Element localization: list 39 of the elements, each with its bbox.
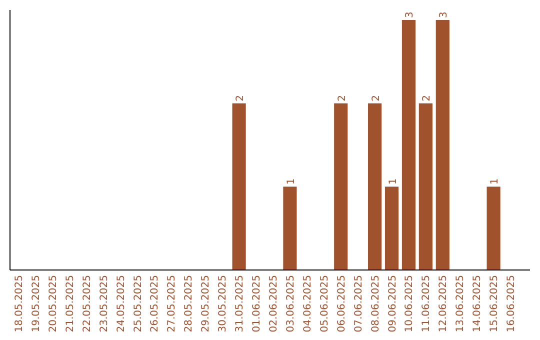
data-label: 2 bbox=[370, 94, 382, 102]
data-label: 3 bbox=[438, 12, 450, 18]
x-tick-label: 20.05.2025 bbox=[48, 275, 59, 332]
x-tick-label: 08.06.2025 bbox=[370, 275, 382, 332]
x-tick-label: 11.06.2025 bbox=[421, 275, 432, 332]
x-tick-label: 04.06.2025 bbox=[302, 275, 314, 332]
x-tick-label: 13.06.2025 bbox=[455, 275, 466, 332]
x-tick-label: 26.05.2025 bbox=[150, 275, 161, 332]
x-tick-label: 23.05.2025 bbox=[98, 275, 110, 332]
data-label: 2 bbox=[422, 94, 433, 102]
x-tick-label: 09.06.2025 bbox=[387, 275, 398, 332]
data-label: 2 bbox=[336, 94, 348, 102]
x-tick-label: 18.05.2025 bbox=[14, 275, 25, 332]
x-tick-label: 19.05.2025 bbox=[30, 275, 42, 332]
x-tick-label: 16.06.2025 bbox=[506, 275, 518, 332]
x-tick-label: 22.05.2025 bbox=[82, 275, 93, 332]
x-tick-label: 30.05.2025 bbox=[218, 275, 229, 332]
x-tick-label: 29.05.2025 bbox=[200, 275, 212, 332]
x-tick-label: 25.05.2025 bbox=[132, 275, 144, 332]
data-label: 1 bbox=[286, 178, 297, 185]
x-tick-label: 28.05.2025 bbox=[184, 275, 195, 332]
x-tick-label: 05.06.2025 bbox=[319, 275, 330, 332]
data-label: 3 bbox=[404, 12, 416, 18]
x-tick-label: 07.06.2025 bbox=[353, 275, 364, 332]
x-tick-label: 06.06.2025 bbox=[336, 275, 348, 332]
x-tick-label: 31.05.2025 bbox=[234, 275, 246, 332]
data-label: 2 bbox=[235, 94, 246, 102]
x-tick-label: 12.06.2025 bbox=[438, 275, 450, 332]
x-tick-label: 02.06.2025 bbox=[268, 275, 280, 332]
data-label: 1 bbox=[388, 178, 399, 185]
x-tick-label: 10.06.2025 bbox=[404, 275, 416, 332]
x-tick-label: 03.06.2025 bbox=[285, 275, 296, 332]
x-tick-label: 21.05.2025 bbox=[64, 275, 76, 332]
x-tick-label: 14.06.2025 bbox=[472, 275, 484, 332]
x-tick-label: 15.06.2025 bbox=[489, 275, 500, 332]
x-tick-label: 24.05.2025 bbox=[116, 275, 127, 332]
data-label: 1 bbox=[490, 178, 501, 185]
x-tick-label: 01.06.2025 bbox=[252, 275, 263, 332]
x-tick-label: 27.05.2025 bbox=[166, 275, 178, 332]
